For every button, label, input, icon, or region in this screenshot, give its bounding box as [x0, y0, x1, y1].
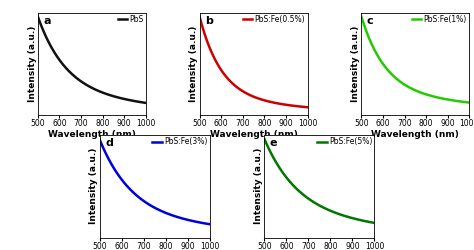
X-axis label: Wavelength (nm): Wavelength (nm) [372, 130, 459, 138]
Legend: PbS:Fe(3%): PbS:Fe(3%) [152, 136, 208, 147]
Text: c: c [367, 16, 374, 26]
Y-axis label: Intensity (a.u.): Intensity (a.u.) [89, 148, 98, 224]
Y-axis label: Intensity (a.u.): Intensity (a.u.) [189, 26, 198, 102]
Legend: PbS:Fe(1%): PbS:Fe(1%) [411, 14, 468, 24]
Text: d: d [105, 138, 113, 148]
Y-axis label: Intensity (a.u.): Intensity (a.u.) [27, 26, 36, 102]
Text: a: a [43, 16, 51, 26]
X-axis label: Wavelength (nm): Wavelength (nm) [210, 130, 298, 138]
Legend: PbS: PbS [117, 14, 144, 24]
Legend: PbS:Fe(5%): PbS:Fe(5%) [317, 136, 373, 147]
Text: e: e [270, 138, 277, 148]
Y-axis label: Intensity (a.u.): Intensity (a.u.) [351, 26, 360, 102]
Legend: PbS:Fe(0.5%): PbS:Fe(0.5%) [242, 14, 306, 24]
X-axis label: Wavelength (nm): Wavelength (nm) [48, 130, 136, 138]
Y-axis label: Intensity (a.u.): Intensity (a.u.) [254, 148, 263, 224]
Text: b: b [205, 16, 213, 26]
